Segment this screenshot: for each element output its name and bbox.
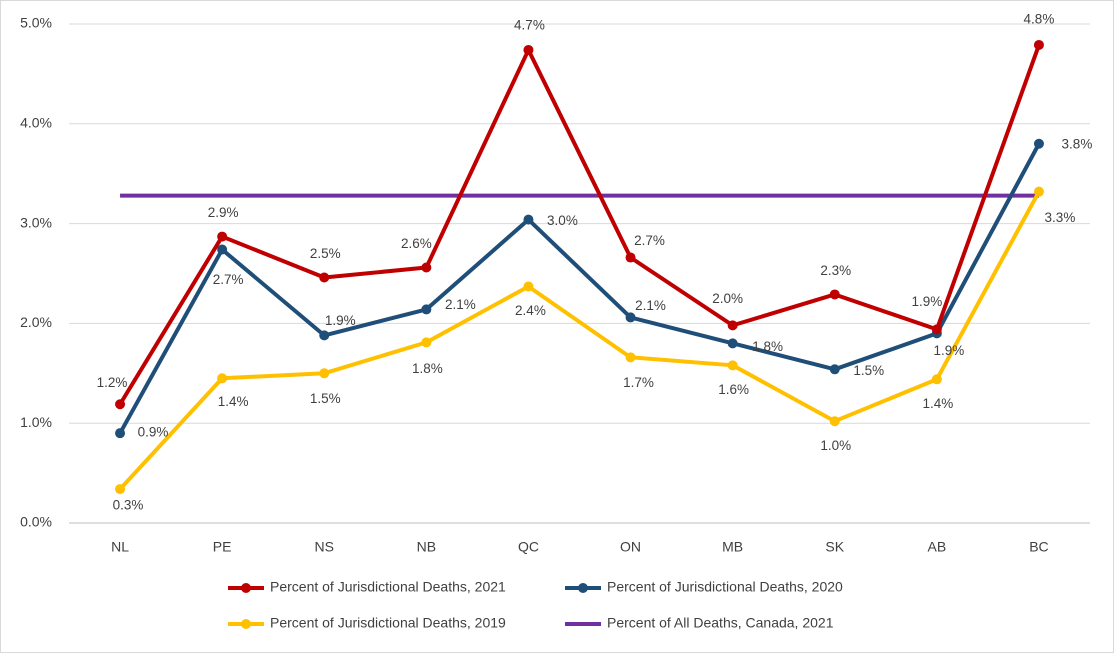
- series-line: [118, 44, 1041, 406]
- x-tick-label: MB: [722, 539, 743, 555]
- data-label: 2.5%: [310, 246, 341, 261]
- y-tick-label: 0.0%: [20, 514, 52, 530]
- y-tick-label: 2.0%: [20, 314, 52, 330]
- legend-marker: [241, 583, 251, 593]
- x-tick-label: NS: [315, 539, 334, 555]
- data-label: 1.5%: [853, 363, 884, 378]
- legend-marker: [241, 619, 251, 629]
- marker: [217, 373, 228, 384]
- x-tick-label: AB: [928, 539, 947, 555]
- marker: [523, 281, 534, 292]
- data-label: 1.7%: [623, 375, 654, 390]
- marker: [829, 364, 840, 375]
- x-tick-label: NL: [111, 539, 129, 555]
- marker: [727, 320, 738, 331]
- data-label: 1.9%: [933, 343, 964, 358]
- marker: [319, 368, 330, 379]
- x-tick-label: ON: [620, 539, 641, 555]
- x-tick-label: QC: [518, 539, 539, 555]
- data-label: 1.8%: [412, 361, 443, 376]
- marker: [1033, 138, 1044, 149]
- x-tick-label: NB: [417, 539, 436, 555]
- data-label: 0.3%: [113, 498, 144, 513]
- marker: [727, 338, 738, 349]
- marker: [1033, 39, 1044, 50]
- data-label: 2.1%: [635, 298, 666, 313]
- marker: [625, 312, 636, 323]
- marker: [319, 330, 330, 341]
- data-label: 1.0%: [820, 438, 851, 453]
- legend-marker: [578, 583, 588, 593]
- data-label: 1.2%: [97, 375, 128, 390]
- data-label: 1.9%: [911, 294, 942, 309]
- marker: [829, 289, 840, 300]
- data-label: 4.8%: [1024, 12, 1055, 27]
- data-label: 1.4%: [922, 396, 953, 411]
- data-label: 2.1%: [445, 297, 476, 312]
- data-label: 2.7%: [634, 233, 665, 248]
- data-label: 2.9%: [208, 205, 239, 220]
- data-label: 3.0%: [547, 213, 578, 228]
- marker: [421, 262, 432, 273]
- marker: [523, 44, 534, 55]
- series-line: [118, 190, 1041, 491]
- legend-label: Percent of Jurisdictional Deaths, 2020: [607, 579, 843, 595]
- marker: [217, 244, 228, 255]
- data-label: 0.9%: [138, 425, 169, 440]
- data-label: 1.6%: [718, 382, 749, 397]
- marker: [931, 374, 942, 385]
- marker: [931, 324, 942, 335]
- y-tick-label: 1.0%: [20, 414, 52, 430]
- marker: [727, 360, 738, 371]
- marker: [217, 231, 228, 242]
- data-label: 2.6%: [401, 236, 432, 251]
- marker: [421, 304, 432, 315]
- x-tick-label: BC: [1029, 539, 1048, 555]
- data-label: 2.3%: [820, 263, 851, 278]
- marker: [421, 337, 432, 348]
- marker: [625, 252, 636, 263]
- legend-label: Percent of Jurisdictional Deaths, 2019: [270, 615, 506, 631]
- marker: [319, 272, 330, 283]
- data-label: 3.3%: [1045, 210, 1076, 225]
- x-tick-label: PE: [213, 539, 232, 555]
- legend-label: Percent of Jurisdictional Deaths, 2021: [270, 579, 506, 595]
- data-label: 3.8%: [1062, 136, 1093, 151]
- marker: [115, 399, 126, 410]
- data-label: 1.9%: [325, 313, 356, 328]
- data-label: 2.0%: [712, 291, 743, 306]
- data-label: 1.8%: [752, 339, 783, 354]
- legend-label: Percent of All Deaths, Canada, 2021: [607, 615, 834, 631]
- data-label: 1.4%: [218, 394, 249, 409]
- marker: [625, 352, 636, 363]
- data-label: 2.7%: [213, 272, 244, 287]
- marker: [115, 428, 126, 439]
- marker: [829, 416, 840, 427]
- data-label: 2.4%: [515, 303, 546, 318]
- data-label: 1.5%: [310, 391, 341, 406]
- y-tick-label: 3.0%: [20, 214, 52, 230]
- data-label: 4.7%: [514, 18, 545, 33]
- marker: [1033, 186, 1044, 197]
- series-line: [118, 142, 1041, 435]
- x-tick-label: SK: [825, 539, 844, 555]
- marker: [115, 484, 126, 495]
- marker: [523, 214, 534, 225]
- y-tick-label: 5.0%: [20, 15, 52, 31]
- y-tick-label: 4.0%: [20, 115, 52, 131]
